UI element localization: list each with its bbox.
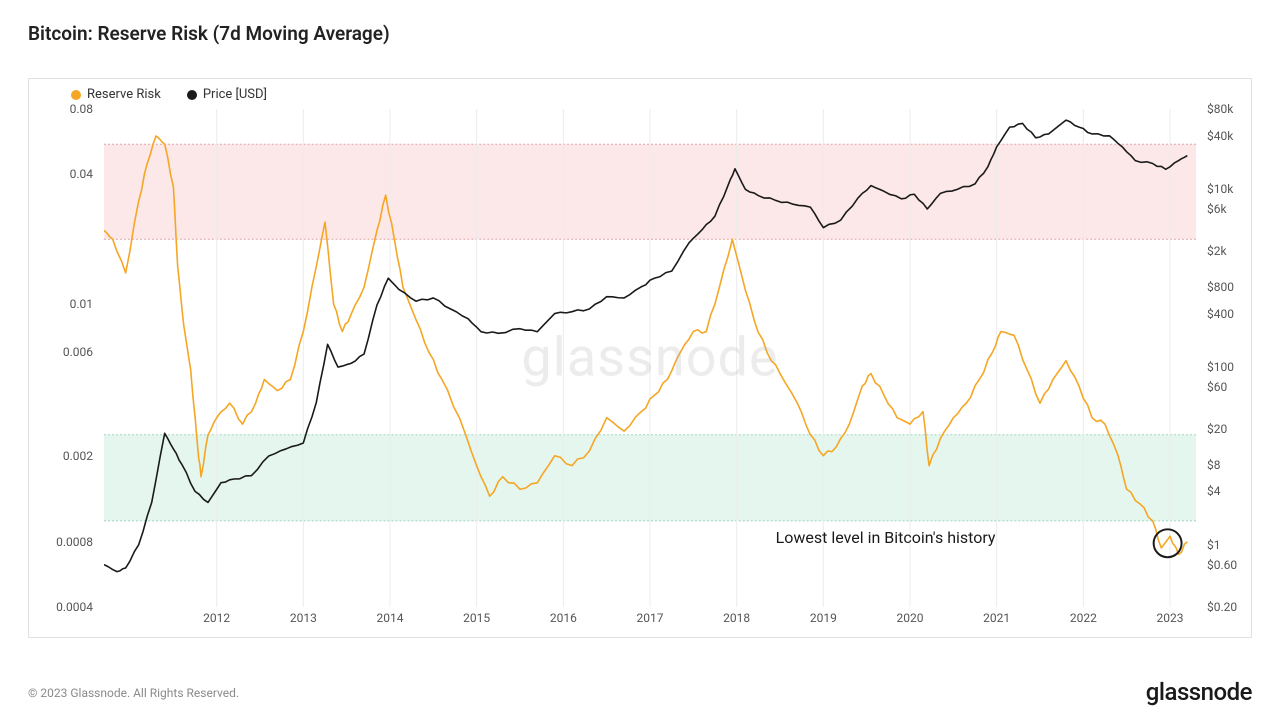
y-right-tick: $100 — [1207, 360, 1234, 374]
legend: Reserve Risk Price [USD] — [71, 87, 267, 102]
legend-item-reserve: Reserve Risk — [71, 87, 161, 102]
x-tick: 2018 — [723, 611, 750, 625]
x-tick: 2019 — [810, 611, 837, 625]
y-left-tick: 0.01 — [70, 297, 93, 311]
x-tick: 2013 — [290, 611, 317, 625]
y-right-tick: $20 — [1207, 422, 1227, 436]
y-right-tick: $10k — [1207, 182, 1233, 196]
brand-logo: glassnode — [1146, 678, 1252, 706]
plot-area: glassnode Lowest level in Bitcoin's hist… — [104, 109, 1196, 607]
y-right-tick: $40k — [1207, 129, 1233, 143]
y-left-tick: 0.0008 — [56, 535, 93, 549]
y-left-tick: 0.08 — [70, 102, 93, 116]
y-right-tick: $8 — [1207, 458, 1221, 472]
y-right-tick: $0.20 — [1207, 600, 1237, 614]
y-right-tick: $80k — [1207, 102, 1233, 116]
x-tick: 2023 — [1157, 611, 1184, 625]
y-left-tick: 0.04 — [70, 167, 93, 181]
legend-dot-reserve — [71, 90, 81, 100]
legend-label-reserve: Reserve Risk — [87, 87, 161, 102]
x-tick: 2016 — [550, 611, 577, 625]
x-axis: 2012 2013 2014 2015 2016 2017 2018 2019 2020 2021… — [104, 611, 1196, 631]
x-tick: 2022 — [1070, 611, 1097, 625]
copyright: © 2023 Glassnode. All Rights Reserved. — [28, 686, 239, 700]
x-tick: 2012 — [203, 611, 230, 625]
x-tick: 2015 — [463, 611, 490, 625]
y-right-tick: $4 — [1207, 484, 1221, 498]
x-tick: 2017 — [637, 611, 664, 625]
y-right-tick: $800 — [1207, 280, 1234, 294]
legend-label-price: Price [USD] — [203, 87, 267, 102]
x-tick: 2021 — [983, 611, 1010, 625]
y-left-tick: 0.002 — [63, 449, 93, 463]
legend-dot-price — [187, 90, 197, 100]
y-axis-left: 0.00040.00080.0020.0060.010.040.08 — [29, 109, 101, 607]
y-left-tick: 0.006 — [63, 345, 93, 359]
y-right-tick: $1 — [1207, 538, 1221, 552]
y-axis-right: $0.20$0.60$1$4$8$20$60$100$400$800$2k$6k… — [1199, 109, 1251, 607]
y-right-tick: $60 — [1207, 380, 1227, 394]
chart-frame: Reserve Risk Price [USD] 0.0004 0.0008 0.0… — [28, 78, 1252, 638]
annotation-lowest: Lowest level in Bitcoin's history — [776, 528, 996, 547]
y-right-tick: $400 — [1207, 307, 1234, 321]
y-right-tick: $0.60 — [1207, 558, 1237, 572]
y-left-tick: 0.0004 — [56, 600, 93, 614]
page-title: Bitcoin: Reserve Risk (7d Moving Average… — [28, 22, 390, 45]
legend-item-price: Price [USD] — [187, 87, 267, 102]
x-tick: 2014 — [377, 611, 404, 625]
x-tick: 2020 — [897, 611, 924, 625]
y-right-tick: $6k — [1207, 202, 1227, 216]
y-right-tick: $2k — [1207, 244, 1227, 258]
plot-svg — [104, 109, 1196, 607]
